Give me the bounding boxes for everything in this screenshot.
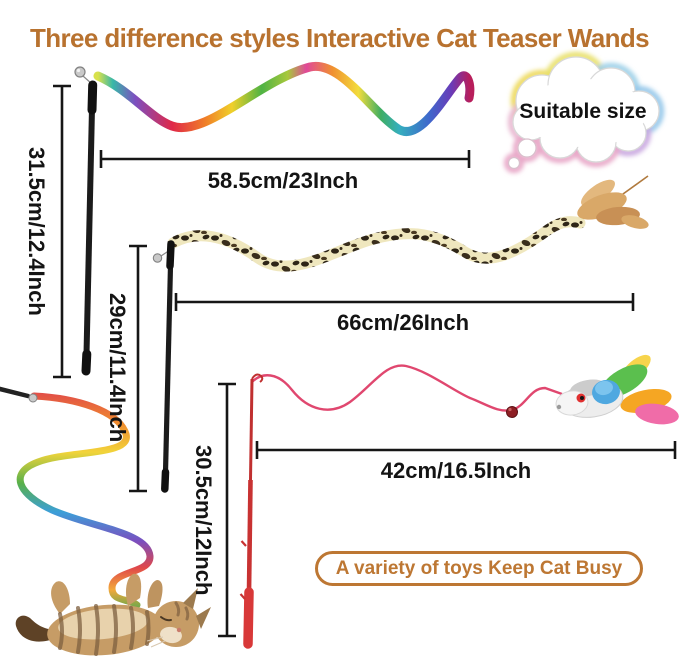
suitable-size-callout: Suitable size <box>519 100 647 123</box>
wand3-rod-mid <box>246 479 253 593</box>
measure-lines <box>53 84 677 638</box>
wand3-length-label: 30.5cm/12Inch <box>191 444 216 596</box>
wand3-hook <box>251 373 264 383</box>
wand1-rod-endcap <box>81 349 92 376</box>
wand3-guide2 <box>239 593 246 600</box>
page-title: Three difference styles Interactive Cat … <box>29 23 650 54</box>
mouse-feather-pink <box>635 403 679 425</box>
wand3-guide1 <box>240 540 247 547</box>
cat-nose <box>176 627 182 633</box>
mouse-eye-pupil <box>580 396 584 400</box>
wand1-toy-length-label: 58.5cm/23Inch <box>207 168 359 193</box>
wand2-length-measure-line <box>129 244 147 493</box>
wand3-toy-measure-line <box>255 441 677 459</box>
rainbow-ribbon <box>93 61 475 136</box>
wand1-bell-highlight <box>76 68 81 73</box>
wand3-bell-highlight <box>508 407 512 412</box>
cat-eye <box>160 616 172 622</box>
play-scene <box>0 386 211 656</box>
leopard-ribbon <box>167 216 586 272</box>
wand3-rod-handle <box>243 587 254 649</box>
cat-illustration <box>15 573 211 656</box>
cat-ear-2 <box>196 607 211 629</box>
feather-tuft <box>577 175 649 229</box>
wand2-rod <box>162 244 174 473</box>
cat-whiskers <box>146 636 166 648</box>
wand2-rod-endcap <box>161 468 170 493</box>
wand1-length-label: 31.5cm/12.4Inch <box>24 146 49 316</box>
spiral-ribbon <box>16 392 154 609</box>
mouse-toy <box>555 354 679 425</box>
wand1-rainbow <box>74 61 475 376</box>
wand3-rod-tip <box>249 378 254 481</box>
wand2-bell <box>152 253 163 263</box>
cat-front-paw-2 <box>147 580 163 608</box>
wand2-rod-grip <box>166 240 175 270</box>
tagline-badge: A variety of toys Keep Cat Busy <box>315 551 643 586</box>
cat-head-stripes <box>174 601 190 621</box>
mouse-nose <box>556 404 562 410</box>
wand2-toy-measure-line <box>174 293 635 311</box>
wand1-rod <box>83 85 96 355</box>
wand3-bell <box>506 406 518 418</box>
wand3-length-measure-line <box>218 382 236 638</box>
thought-bubble-small <box>507 156 521 170</box>
wand3-mouse <box>239 354 679 649</box>
wand1-bell <box>74 66 86 78</box>
cat-muzzle <box>160 626 182 644</box>
wand3-toy-length-label: 42cm/16.5Inch <box>380 458 532 483</box>
teaser-string <box>251 364 563 412</box>
mouse-blue-fur-light <box>595 380 613 396</box>
mini-wand-bell <box>28 393 38 403</box>
cat-hind-leg <box>51 581 70 614</box>
cloud-fill <box>522 79 646 147</box>
wand2-leopard <box>152 175 649 493</box>
mini-wand-rod <box>0 386 31 399</box>
wand2-toy-length-label: 66cm/26Inch <box>336 310 470 335</box>
wand1-toy-measure-line <box>99 150 471 168</box>
wand2-length-label: 29cm/11.4Inch <box>105 293 130 443</box>
thought-cloud <box>504 52 664 173</box>
thought-bubble-large <box>517 138 537 158</box>
wand1-length-measure-line <box>53 84 71 379</box>
cat-front-paw-1 <box>125 573 142 606</box>
cat-ear-1 <box>183 588 198 609</box>
wand1-rod-grip <box>87 80 98 115</box>
